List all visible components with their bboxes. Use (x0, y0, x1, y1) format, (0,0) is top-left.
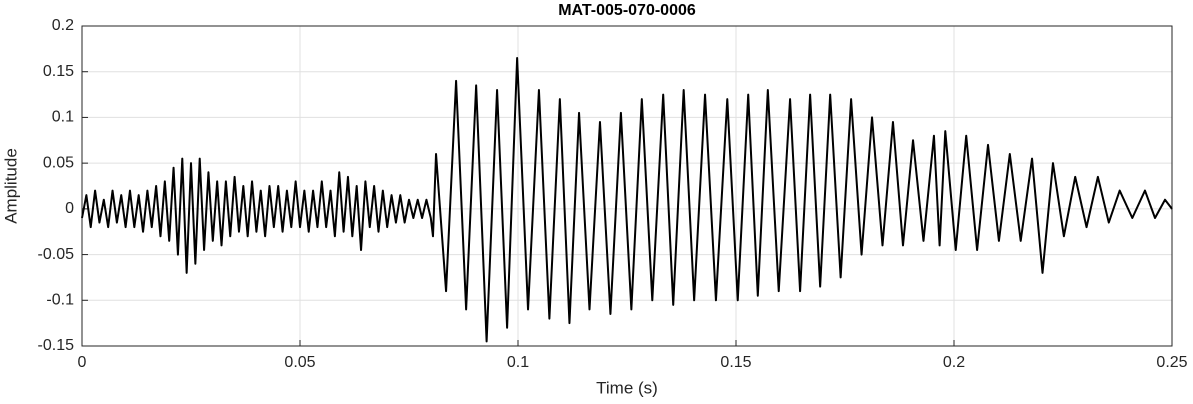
x-tick-label: 0.2 (943, 354, 965, 371)
y-tick-label: 0.05 (43, 154, 74, 171)
y-tick-label: -0.05 (38, 246, 75, 263)
x-tick-label: 0.15 (720, 354, 751, 371)
chart-title: MAT-005-070-0006 (558, 2, 696, 19)
y-tick-label: 0 (65, 200, 74, 217)
waveform-line (81, 57, 1173, 343)
x-tick-label: 0.05 (284, 354, 315, 371)
x-tick-label: 0.25 (1156, 354, 1187, 371)
y-tick-label: 0.1 (52, 109, 74, 126)
y-axis-label: Amplitude (1, 148, 20, 224)
y-tick-label: 0.2 (52, 17, 74, 34)
y-tick-label: 0.15 (43, 63, 74, 80)
x-tick-label: 0 (78, 354, 87, 371)
y-tick-label: -0.15 (38, 337, 75, 354)
plot-frame (81, 25, 1173, 347)
y-tick-label: -0.1 (46, 292, 74, 309)
x-tick-label: 0.1 (507, 354, 529, 371)
x-axis-label: Time (s) (596, 378, 658, 397)
